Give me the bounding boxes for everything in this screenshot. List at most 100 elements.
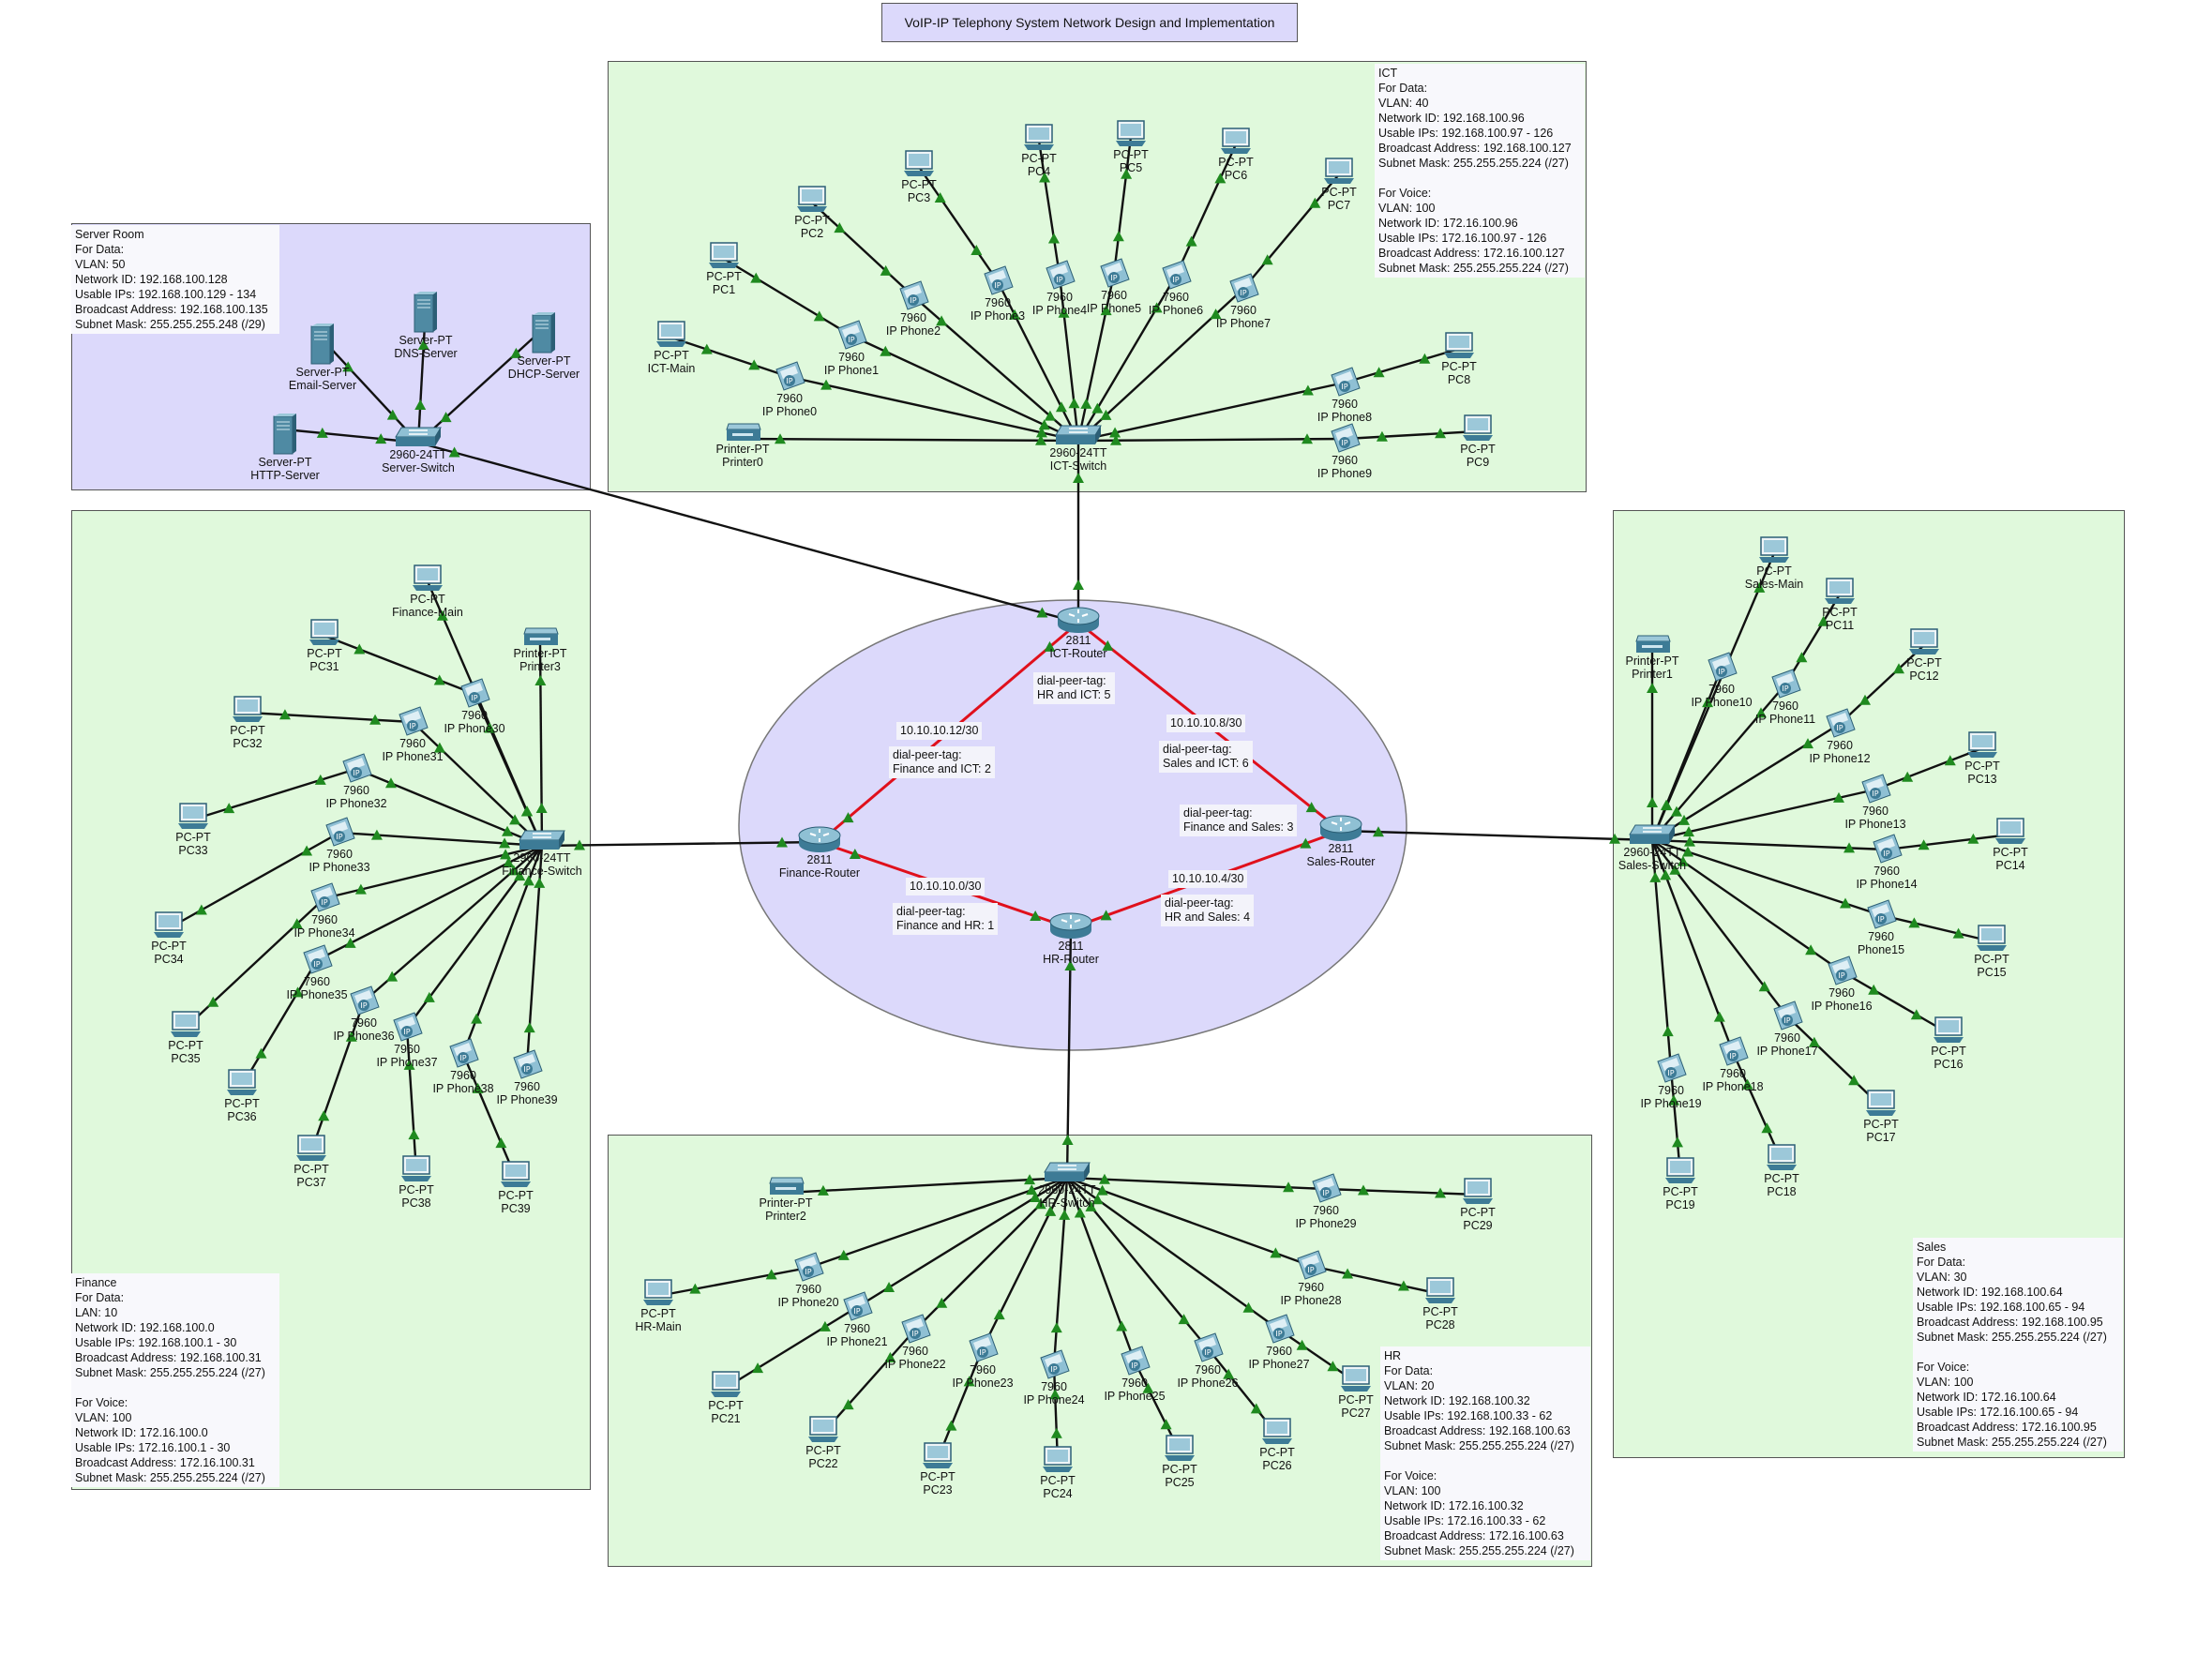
device-dhcp-server[interactable]: Server-PT DHCP-Server <box>488 311 600 381</box>
device-pc18[interactable]: PC-PT PC18 <box>1725 1144 1838 1198</box>
device-pc24[interactable]: PC-PT PC24 <box>1001 1446 1114 1500</box>
device-phone13[interactable]: IP 7960 IP Phone13 <box>1819 773 1932 831</box>
device-phone12[interactable]: IP 7960 IP Phone12 <box>1783 707 1896 765</box>
device-pc29[interactable]: PC-PT PC29 <box>1422 1178 1534 1232</box>
device-sales-switch[interactable]: 2960-24TT Sales-Switch <box>1596 823 1708 872</box>
device-phone29[interactable]: IP 7960 IP Phone29 <box>1270 1172 1382 1230</box>
device-pc11[interactable]: PC-PT PC11 <box>1783 578 1896 632</box>
device-pc37[interactable]: PC-PT PC37 <box>255 1135 368 1189</box>
device-pc33[interactable]: PC-PT PC33 <box>137 803 249 857</box>
device-phone35[interactable]: IP 7960 IP Phone35 <box>261 943 373 1001</box>
device-printer0[interactable]: Printer-PT Printer0 <box>686 422 799 469</box>
device-sales-router[interactable]: 2811 Sales-Router <box>1285 814 1397 868</box>
device-pc3[interactable]: PC-PT PC3 <box>863 150 975 204</box>
device-ict-router[interactable]: 2811 ICT-Router <box>1022 606 1135 660</box>
device-phone8[interactable]: IP 7960 IP Phone8 <box>1288 366 1401 424</box>
device-pc26[interactable]: PC-PT PC26 <box>1221 1418 1333 1472</box>
device-phone1[interactable]: IP 7960 IP Phone1 <box>795 319 908 377</box>
device-phone5[interactable]: IP 7960 IP Phone5 <box>1058 257 1170 315</box>
device-printer2[interactable]: Printer-PT Printer2 <box>730 1176 842 1223</box>
device-hr-router[interactable]: 2811 HR-Router <box>1015 911 1127 966</box>
device-ict-switch[interactable]: 2960-24TT ICT-Switch <box>1022 424 1135 473</box>
device-pc15[interactable]: PC-PT PC15 <box>1935 925 2048 979</box>
device-email-server[interactable]: Server-PT Email-Server <box>266 323 379 392</box>
device-phone32[interactable]: IP 7960 IP Phone32 <box>300 752 413 810</box>
device-pc4[interactable]: PC-PT PC4 <box>983 124 1095 178</box>
device-phone14[interactable]: IP 7960 IP Phone14 <box>1830 833 1943 891</box>
device-phone7[interactable]: IP 7960 IP Phone7 <box>1187 272 1300 330</box>
device-finance-main[interactable]: PC-PT Finance-Main <box>371 564 484 619</box>
device-http-server[interactable]: Server-PT HTTP-Server <box>229 413 341 482</box>
device-phone28[interactable]: IP 7960 IP Phone28 <box>1255 1249 1367 1307</box>
device-pc23[interactable]: PC-PT PC23 <box>881 1442 994 1497</box>
device-pc1[interactable]: PC-PT PC1 <box>668 242 780 296</box>
device-pc6[interactable]: PC-PT PC6 <box>1180 128 1292 182</box>
device-pc14[interactable]: PC-PT PC14 <box>1954 818 2067 872</box>
device-hr-switch[interactable]: 2960-24TT HR-Switch <box>1011 1161 1123 1210</box>
device-pc35[interactable]: PC-PT PC35 <box>129 1011 242 1065</box>
device-phone15[interactable]: IP 7960 Phone15 <box>1825 898 1937 956</box>
device-pc22[interactable]: PC-PT PC22 <box>767 1416 880 1470</box>
device-phone37[interactable]: IP 7960 IP Phone37 <box>351 1011 463 1069</box>
link-up-indicator <box>1058 307 1070 318</box>
device-sales-main[interactable]: PC-PT Sales-Main <box>1718 536 1830 591</box>
device-phone0[interactable]: IP 7960 IP Phone0 <box>733 360 846 418</box>
device-phone6[interactable]: IP 7960 IP Phone6 <box>1120 259 1232 317</box>
device-pc7[interactable]: PC-PT PC7 <box>1283 158 1395 212</box>
device-phone36[interactable]: IP 7960 IP Phone36 <box>308 985 420 1043</box>
device-dns-server[interactable]: Server-PT DNS-Server <box>369 291 482 360</box>
device-pc5[interactable]: PC-PT PC5 <box>1075 120 1187 174</box>
device-pc12[interactable]: PC-PT PC12 <box>1868 628 1980 683</box>
device-phone39[interactable]: IP 7960 IP Phone39 <box>471 1048 583 1106</box>
device-phone2[interactable]: IP 7960 IP Phone2 <box>857 279 970 338</box>
device-pc19[interactable]: PC-PT PC19 <box>1624 1157 1737 1211</box>
device-pc9[interactable]: PC-PT PC9 <box>1422 414 1534 469</box>
device-pc27[interactable]: PC-PT PC27 <box>1300 1365 1412 1420</box>
device-phone16[interactable]: IP 7960 IP Phone16 <box>1785 955 1898 1013</box>
device-phone4[interactable]: IP 7960 IP Phone4 <box>1003 259 1116 317</box>
device-server-switch[interactable]: 2960-24TT Server-Switch <box>362 426 474 474</box>
device-phone27[interactable]: IP 7960 IP Phone27 <box>1223 1313 1335 1371</box>
device-phone34[interactable]: IP 7960 IP Phone34 <box>268 881 381 940</box>
device-phone24[interactable]: IP 7960 IP Phone24 <box>998 1348 1110 1407</box>
device-phone21[interactable]: IP 7960 IP Phone21 <box>801 1290 913 1348</box>
device-phone20[interactable]: IP 7960 IP Phone20 <box>752 1251 865 1309</box>
device-pc34[interactable]: PC-PT PC34 <box>113 911 225 966</box>
device-printer3[interactable]: Printer-PT Printer3 <box>484 626 596 673</box>
device-ict-main[interactable]: PC-PT ICT-Main <box>615 321 728 375</box>
device-phone18[interactable]: IP 7960 IP Phone18 <box>1677 1035 1789 1093</box>
device-hr-main[interactable]: PC-PT HR-Main <box>602 1279 715 1333</box>
device-pc2[interactable]: PC-PT PC2 <box>756 186 868 240</box>
device-pc28[interactable]: PC-PT PC28 <box>1384 1277 1497 1332</box>
device-pc21[interactable]: PC-PT PC21 <box>670 1371 782 1425</box>
device-pc32[interactable]: PC-PT PC32 <box>191 696 304 750</box>
device-pc25[interactable]: PC-PT PC25 <box>1123 1435 1236 1489</box>
device-pc13[interactable]: PC-PT PC13 <box>1926 731 2039 786</box>
device-phone31[interactable]: IP 7960 IP Phone31 <box>356 705 469 763</box>
device-phone26[interactable]: IP 7960 IP Phone26 <box>1151 1332 1264 1390</box>
device-finance-switch[interactable]: 2960-24TT Finance-Switch <box>486 829 598 878</box>
device-phone33[interactable]: IP 7960 IP Phone33 <box>283 816 396 874</box>
device-phone25[interactable]: IP 7960 IP Phone25 <box>1078 1345 1191 1403</box>
device-phone19[interactable]: IP 7960 IP Phone19 <box>1615 1052 1727 1110</box>
device-pc16[interactable]: PC-PT PC16 <box>1892 1016 2005 1071</box>
device-printer1[interactable]: Printer-PT Printer1 <box>1596 634 1708 681</box>
device-phone38[interactable]: IP 7960 IP Phone38 <box>407 1037 519 1095</box>
device-pc38[interactable]: PC-PT PC38 <box>360 1155 473 1210</box>
device-phone30[interactable]: IP 7960 IP Phone30 <box>418 677 531 735</box>
device-phone23[interactable]: IP 7960 IP Phone23 <box>926 1332 1039 1390</box>
device-phone22[interactable]: IP 7960 IP Phone22 <box>859 1313 971 1371</box>
device-finance-router[interactable]: 2811 Finance-Router <box>763 825 876 880</box>
device-phone9[interactable]: IP 7960 IP Phone9 <box>1288 422 1401 480</box>
device-pc31[interactable]: PC-PT PC31 <box>268 619 381 673</box>
device-pc8[interactable]: PC-PT PC8 <box>1403 332 1515 386</box>
device-phone3[interactable]: IP 7960 IP Phone3 <box>941 264 1054 323</box>
device-phone17[interactable]: IP 7960 IP Phone17 <box>1731 1000 1843 1058</box>
device-phone10[interactable]: IP 7960 IP Phone10 <box>1665 651 1778 709</box>
device-phone11[interactable]: IP 7960 IP Phone11 <box>1729 668 1842 726</box>
device-pc36[interactable]: PC-PT PC36 <box>186 1069 298 1123</box>
link-up-indicator <box>1142 1382 1154 1393</box>
device-pc39[interactable]: PC-PT PC39 <box>459 1161 572 1215</box>
device-pc17[interactable]: PC-PT PC17 <box>1825 1090 1937 1144</box>
